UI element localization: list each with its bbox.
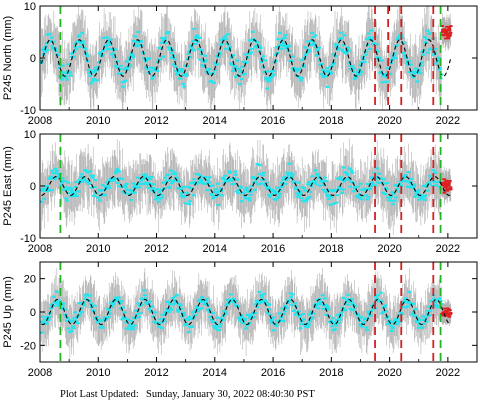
x-tick-label: 2012 — [144, 243, 168, 255]
y-axis-label: P245 Up (mm) — [2, 276, 14, 348]
y-tick-label: 10 — [24, 1, 36, 13]
recent-observations — [440, 307, 453, 318]
recent-observations — [440, 25, 453, 40]
x-tick-label: 2018 — [319, 367, 343, 379]
x-tick-label: 2008 — [28, 243, 52, 255]
x-tick-label: 2016 — [261, 115, 285, 127]
x-tick-label: 2022 — [436, 367, 460, 379]
y-axis-label: P245 North (mm) — [2, 16, 14, 100]
plot-area — [40, 262, 453, 362]
x-tick-label: 2010 — [86, 367, 110, 379]
x-tick-label: 2014 — [203, 115, 227, 127]
chart-panels: 2008 2010 2012 2014 2016 2018 2020 2022-10010P2… — [2, 1, 478, 379]
y-tick-label: 10 — [24, 129, 36, 141]
recent-observations — [440, 178, 453, 194]
x-tick-label: 2018 — [319, 115, 343, 127]
y-tick-label: 0 — [30, 307, 36, 319]
x-tick-label: 2016 — [261, 367, 285, 379]
y-tick-label: -20 — [20, 340, 36, 352]
panel-2: 2008 2010 2012 2014 2016 2018 2020 2022 -10 0 10 P2… — [2, 129, 478, 255]
y-tick-label: -10 — [20, 233, 36, 245]
panel-1: 2008 2010 2012 2014 2016 2018 2020 2022 -10 0 10 P2… — [2, 1, 478, 127]
panel-3: 2008 2010 2012 2014 2016 2018 2020 2022 -20 0 20 P2… — [2, 261, 478, 379]
x-tick-label: 2020 — [377, 367, 401, 379]
model-fit-line — [40, 39, 452, 77]
footer-label: Plot Last Updated: — [60, 389, 139, 400]
x-tick-label: 2012 — [144, 367, 168, 379]
footer-timestamp: Sunday, January 30, 2022 08:40:30 PST — [146, 389, 315, 400]
x-tick-label: 2020 — [377, 115, 401, 127]
plot-area — [40, 6, 453, 110]
x-tick-label: 2020 — [377, 243, 401, 255]
y-tick-label: -10 — [20, 105, 36, 117]
x-tick-label: 2010 — [86, 115, 110, 127]
x-tick-label: 2014 — [203, 367, 227, 379]
y-tick-label: 20 — [24, 274, 36, 286]
observations — [40, 162, 444, 207]
x-tick-label: 2012 — [144, 115, 168, 127]
x-tick-label: 2016 — [261, 243, 285, 255]
x-tick-label: 2022 — [436, 243, 460, 255]
model-fit-line — [41, 176, 451, 196]
y-tick-label: 0 — [30, 53, 36, 65]
y-axis-label: P245 East (mm) — [2, 146, 14, 225]
x-tick-label: 2008 — [28, 115, 52, 127]
error-bars — [41, 6, 442, 110]
x-tick-label: 2018 — [319, 243, 343, 255]
x-tick-label: 2022 — [436, 115, 460, 127]
plot-area — [40, 134, 453, 238]
x-tick-label: 2014 — [203, 243, 227, 255]
x-tick-label: 2008 — [28, 367, 52, 379]
observations — [40, 289, 444, 334]
x-tick-label: 2010 — [86, 243, 110, 255]
y-tick-label: 0 — [30, 181, 36, 193]
